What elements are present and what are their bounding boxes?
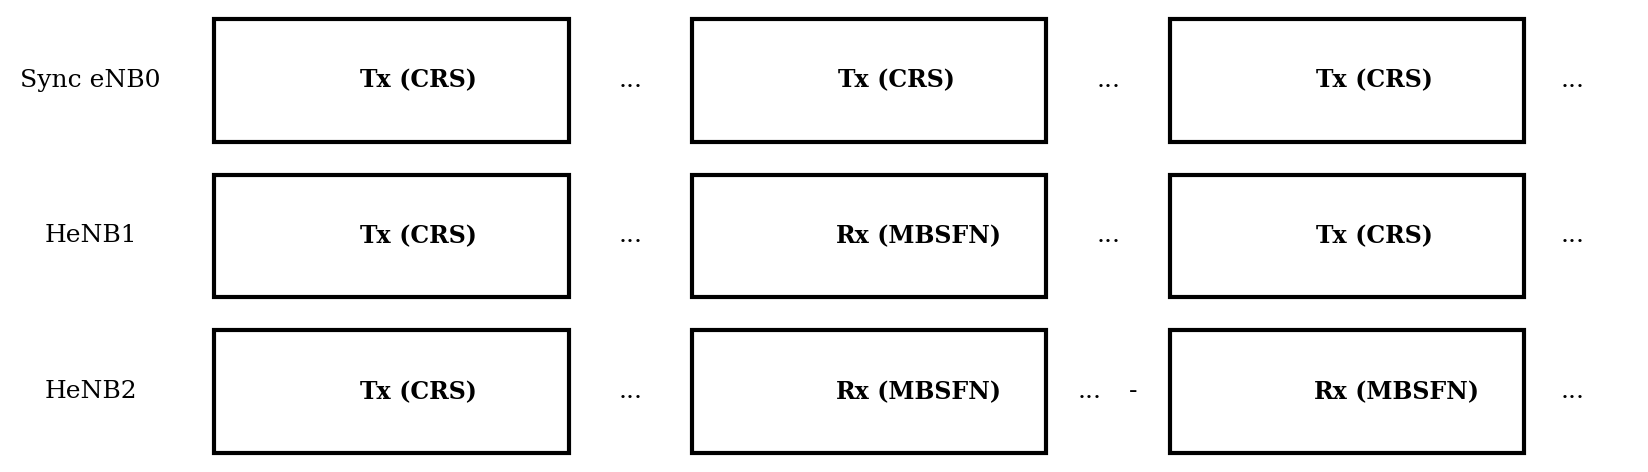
Text: (MBSFN): (MBSFN) [870, 380, 1002, 404]
Text: (CRS): (CRS) [1346, 68, 1434, 92]
Text: -: - [1129, 380, 1137, 403]
Text: ...: ... [1096, 225, 1121, 247]
Text: (CRS): (CRS) [391, 68, 478, 92]
Text: Rx: Rx [836, 380, 870, 404]
Text: HeNB2: HeNB2 [44, 380, 137, 403]
Text: Tx: Tx [359, 380, 391, 404]
Text: (MBSFN): (MBSFN) [1346, 380, 1480, 404]
Bar [1170, 19, 1524, 142]
Text: ...: ... [1561, 380, 1585, 403]
Text: Tx: Tx [359, 68, 391, 92]
Bar [214, 330, 569, 453]
Text: HeNB1: HeNB1 [44, 225, 137, 247]
Bar [214, 175, 569, 297]
Bar [692, 330, 1046, 453]
Bar [692, 175, 1046, 297]
Text: (MBSFN): (MBSFN) [870, 224, 1002, 248]
Bar [1170, 330, 1524, 453]
Text: Tx: Tx [359, 224, 391, 248]
Text: ...: ... [1096, 69, 1121, 92]
Text: ...: ... [618, 225, 643, 247]
Text: Tx: Tx [837, 68, 870, 92]
Bar [1170, 175, 1524, 297]
Text: (CRS): (CRS) [1346, 224, 1434, 248]
Text: Tx: Tx [1315, 224, 1346, 248]
Bar [692, 19, 1046, 142]
Text: (CRS): (CRS) [391, 224, 478, 248]
Text: ...: ... [618, 380, 643, 403]
Text: ...: ... [1078, 380, 1103, 403]
Text: Rx: Rx [1313, 380, 1346, 404]
Text: Tx: Tx [1315, 68, 1346, 92]
Bar [214, 19, 569, 142]
Text: ...: ... [1561, 69, 1585, 92]
Text: (CRS): (CRS) [870, 68, 956, 92]
Text: ...: ... [618, 69, 643, 92]
Text: (CRS): (CRS) [391, 380, 478, 404]
Text: Rx: Rx [836, 224, 870, 248]
Text: ...: ... [1561, 225, 1585, 247]
Text: Sync eNB0: Sync eNB0 [20, 69, 162, 92]
